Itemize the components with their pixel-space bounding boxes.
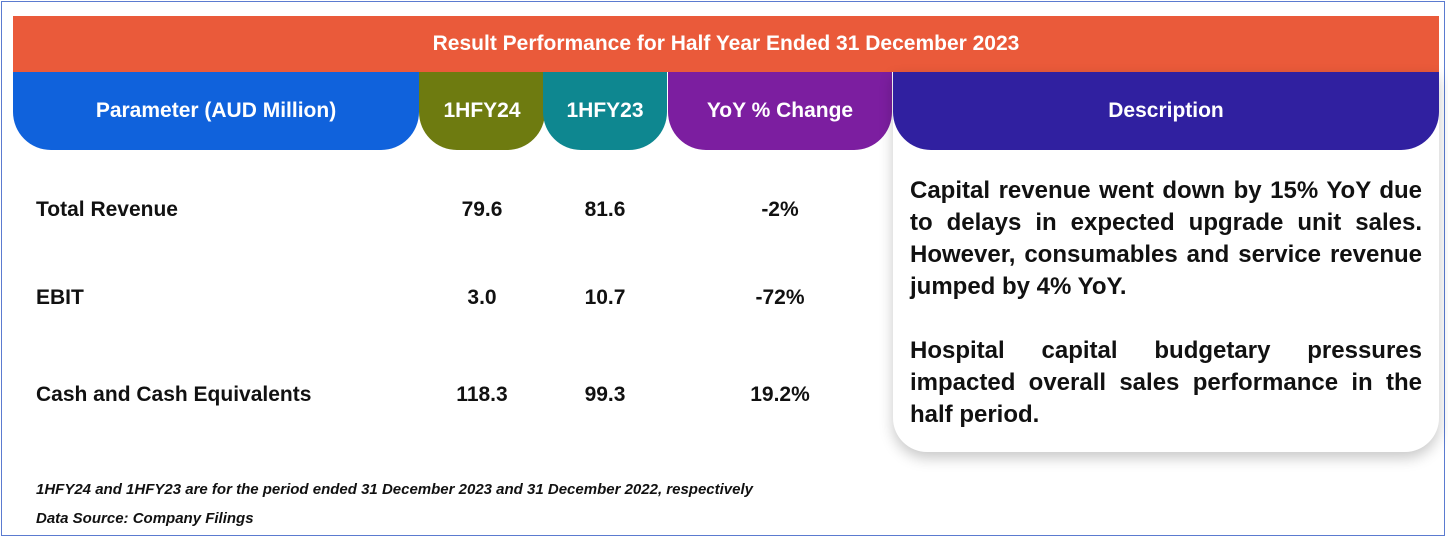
table-row: Cash and Cash Equivalents 118.3 99.3 19.… [2,375,892,415]
description-card: Description Capital revenue went down by… [893,72,1439,452]
header-parameter: Parameter (AUD Million) [13,72,419,150]
row-parameter: Total Revenue [36,198,178,221]
row-yoy-value: 19.2% [750,383,810,406]
header-description: Description [893,72,1439,150]
description-paragraph: Capital revenue went down by 15% YoY due… [910,177,1422,300]
data-source-footnote: Data Source: Company Filings [36,510,254,527]
row-1hfy23-value: 99.3 [584,383,626,406]
row-1hfy24-value: 79.6 [461,198,503,221]
row-1hfy23-value: 81.6 [584,198,626,221]
row-yoy-value: -72% [755,286,805,309]
header-yoy-change: YoY % Change [668,72,892,150]
period-footnote: 1HFY24 and 1HFY23 are for the period end… [36,481,754,498]
description-text: Capital revenue went down by 15% YoY due… [910,175,1422,463]
header-1hfy24: 1HFY24 [419,72,545,150]
row-yoy-value: -2% [761,198,799,221]
table-row: EBIT 3.0 10.7 -72% [2,278,892,318]
row-1hfy24-value: 3.0 [467,286,497,309]
row-1hfy24-value: 118.3 [456,383,508,406]
table-row: Total Revenue 79.6 81.6 -2% [2,190,892,230]
row-parameter: EBIT [36,286,84,309]
header-1hfy23: 1HFY23 [543,72,667,150]
table-title: Result Performance for Half Year Ended 3… [13,16,1439,72]
row-parameter: Cash and Cash Equivalents [36,383,312,406]
row-1hfy23-value: 10.7 [584,286,626,309]
description-paragraph: Hospital capital budgetary pressures imp… [910,337,1422,428]
